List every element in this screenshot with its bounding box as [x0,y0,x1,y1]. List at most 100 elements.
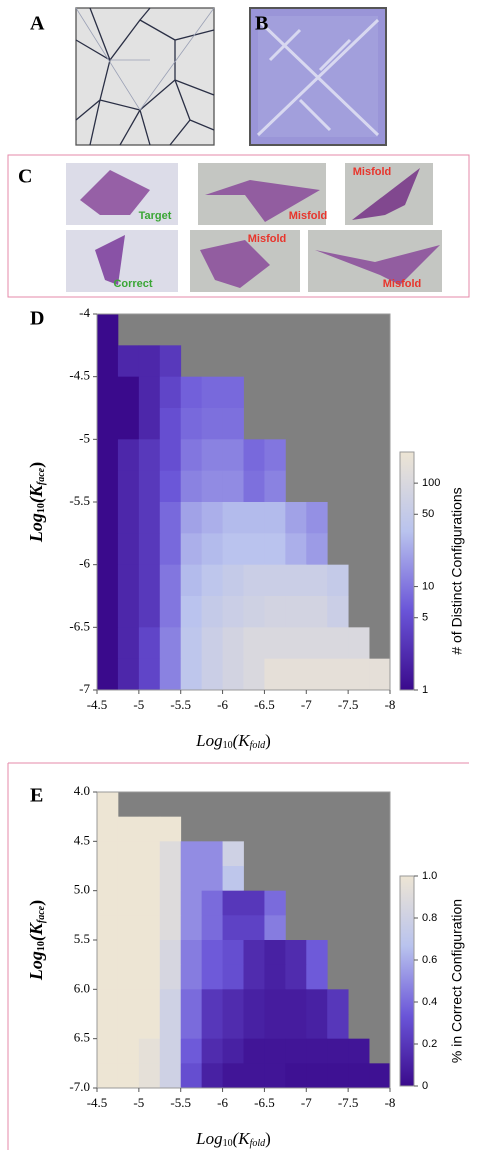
page: { "panels": {"A": "A", "B": "B", "C": "C… [0,0,477,1154]
heatmap-cell [118,1014,139,1039]
heatmap-cell [223,408,244,440]
colorbar-tick-label: 50 [422,508,434,520]
heatmap-cell [264,659,285,691]
heatmap-cell [97,817,118,842]
heatmap-cell [118,439,139,471]
heatmap-cell [97,1039,118,1064]
heatmap-cell [181,627,202,659]
heatmap-cell [181,377,202,409]
heatmap-cell [285,989,306,1014]
heatmap-cell [97,596,118,628]
heatmap-cell [327,989,348,1014]
heatmap-cell [202,533,223,565]
heatmap-cell [244,1039,265,1064]
photo-label: Target [139,210,172,222]
heatmap-cell [264,940,285,965]
heatmap-cell [223,1014,244,1039]
heatmap-cell [202,1063,223,1088]
y-tick-label: -5.5 [69,493,90,508]
heatmap-cell [97,866,118,891]
y-tick-label: -7.0 [69,1079,90,1094]
heatmap-cell [223,866,244,891]
axis-label: Log10(Kfold) [195,1129,271,1149]
axis-label-part: fold [250,1138,267,1149]
heatmap-cell [202,1039,223,1064]
heatmap-cell [223,377,244,409]
heatmap-cell [97,940,118,965]
photo-label: Correct [113,278,152,290]
heatmap-cell [118,1063,139,1088]
x-tick-label: -5 [133,697,144,712]
heatmap-cell [223,627,244,659]
heatmap-cell [202,439,223,471]
heatmap-cell [285,1014,306,1039]
heatmap-cell [244,915,265,940]
axis-label-part: Log [195,731,222,750]
heatmap-cell [264,565,285,597]
heatmap-cell [202,565,223,597]
heatmap-cell [223,841,244,866]
heatmap-cell [244,891,265,916]
heatmap-cell [202,377,223,409]
photo-label: Misfold [289,210,328,222]
x-tick-label: -6.5 [254,1095,275,1110]
colorbar-tick-label: 0.8 [422,912,437,924]
heatmap-cell [369,1063,390,1088]
x-tick-label: -4.5 [87,1095,108,1110]
heatmap-cell [223,533,244,565]
heatmap-cell [97,565,118,597]
heatmap-cell [264,596,285,628]
heatmap-cell [181,891,202,916]
heatmap-cell [244,533,265,565]
panel-label: A [30,13,45,35]
heatmap-cell [202,471,223,503]
axis-label-part: face [36,905,47,923]
panel-label: D [30,308,44,330]
y-tick-label: 4.0 [74,783,90,798]
colorbar-tick-label: 0.2 [422,1038,437,1050]
heatmap-cell [97,965,118,990]
heatmap-cell [264,1014,285,1039]
x-tick-label: -5.5 [170,697,191,712]
heatmap-cell [202,659,223,691]
heatmap-cell [223,915,244,940]
heatmap-cell [285,1039,306,1064]
heatmap-cell [97,841,118,866]
photo-label: Misfold [248,233,287,245]
heatmap-cell [139,565,160,597]
heatmap-cell [306,1014,327,1039]
heatmap-cell [202,1014,223,1039]
heatmap-cell [223,1039,244,1064]
figure: A B C TargetMisfoldMisfoldCorrectMisfold… [0,0,477,1154]
heatmap-cell [139,502,160,534]
heatmap-cell [306,940,327,965]
heatmap-cell [97,915,118,940]
axis-label-part: ) [265,731,271,750]
panel-label: E [30,785,43,807]
heatmap-cell [139,1039,160,1064]
axis-label-part: 10 [36,503,47,513]
heatmap-cell [118,596,139,628]
heatmap-cell [139,989,160,1014]
heatmap-cell [160,965,181,990]
heatmap-cell [160,915,181,940]
heatmap-cell [118,502,139,534]
heatmap-cell [160,471,181,503]
heatmap-cell [118,866,139,891]
y-tick-label: -4.5 [69,368,90,383]
heatmap-cell [202,940,223,965]
heatmap-cell [244,940,265,965]
heatmap-cell [285,502,306,534]
heatmap-cell [181,915,202,940]
heatmap-cell [139,841,160,866]
heatmap-cell [181,596,202,628]
heatmap-cell [348,1039,369,1064]
heatmap-cell [118,377,139,409]
x-tick-label: -5 [133,1095,144,1110]
heatmap-cell [160,377,181,409]
heatmap-cell [244,502,265,534]
x-tick-label: -4.5 [87,697,108,712]
photo-label: Misfold [353,166,392,178]
heatmap-cell [139,345,160,377]
heatmap-cell [348,659,369,691]
